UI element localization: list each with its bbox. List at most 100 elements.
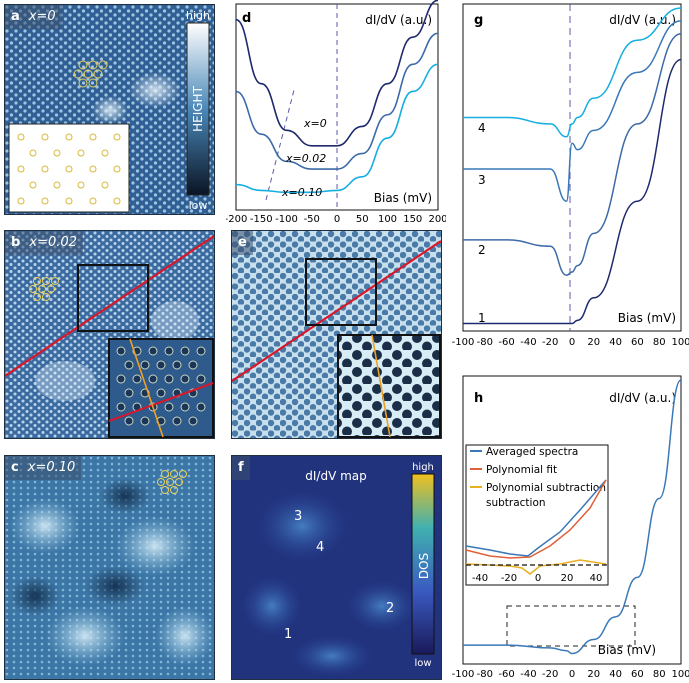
h-x-tick: -80	[477, 669, 493, 680]
curve-label-x010: x=0.10	[281, 186, 322, 199]
h-x-tick: 80	[653, 669, 666, 680]
map-point-1: 1	[284, 627, 292, 642]
spectrum-label-1: 1	[478, 311, 486, 325]
panel-g-letter: g	[474, 13, 483, 28]
orange-guide-line	[129, 338, 164, 438]
spectrum-curve	[462, 20, 682, 202]
zoom-region-box	[506, 605, 636, 647]
h-x-tick: -20	[542, 669, 558, 680]
h-x-tick: -60	[498, 669, 514, 680]
panel-h-letter: h	[474, 391, 483, 406]
averaged-spectrum-curve	[462, 379, 682, 655]
h-inset-x-tick: 0	[535, 573, 541, 584]
curve-label-x0: x=0	[303, 117, 327, 130]
inset-subtraction-curve	[465, 559, 607, 575]
curve-label-x002: x=0.02	[285, 152, 326, 165]
h-x-tick: -40	[520, 669, 536, 680]
panel-d-ylabel: dI/dV (a.u.)	[365, 13, 432, 27]
g-x-tick: -20	[542, 337, 558, 348]
svg-text:subtraction: subtraction	[486, 497, 546, 509]
d-x-tick: -150	[250, 214, 273, 225]
legend-fit: Polynomial fit	[486, 464, 557, 476]
h-inset-x-tick: 40	[590, 573, 603, 584]
topograph-b-image	[5, 231, 214, 438]
d-x-tick: -100	[275, 214, 298, 225]
map-title: dI/dV map	[305, 469, 367, 483]
panel-d-letter: d	[242, 11, 251, 26]
map-point-2: 2	[386, 601, 394, 616]
colorbar-title: HEIGHT	[191, 85, 205, 131]
d-x-tick: -50	[304, 214, 320, 225]
panel-e-badge: e	[232, 231, 253, 255]
panel-a-topograph: high low HEIGHT a x=0	[4, 4, 215, 215]
panel-d-xlabel: Bias (mV)	[374, 191, 432, 205]
panel-f-map: dI/dV map high low DOS 3 4 2 1 f	[231, 455, 442, 680]
zoom-inset-e	[337, 334, 441, 438]
legend-averaged: Averaged spectra	[486, 446, 578, 458]
h-inset-x-tick: -20	[501, 573, 517, 584]
topograph-a-image: high low HEIGHT	[5, 5, 214, 214]
g-x-tick: -40	[520, 337, 536, 348]
topograph-c-image	[5, 456, 214, 679]
spectrum-curve	[463, 7, 682, 138]
h-x-tick: -100	[452, 669, 475, 680]
panel-d-chart: d dI/dV (a.u.) Bias (mV) x=0 x=0.02 x=0.…	[226, 0, 446, 225]
spectrum-label-4: 4	[478, 121, 486, 135]
d-x-tick: 100	[378, 214, 397, 225]
g-x-tick: 40	[609, 337, 622, 348]
g-x-tick: -80	[477, 337, 493, 348]
zoom-box-e	[305, 258, 377, 326]
dos-colorbar	[411, 473, 435, 655]
gap-edge-line	[265, 89, 295, 201]
g-x-tick: -60	[498, 337, 514, 348]
panel-h-ylabel: dI/dV (a.u.)	[609, 391, 676, 405]
domain-boundary-line-e	[232, 240, 441, 382]
didv-map-image: dI/dV map high low DOS 3 4 2 1	[232, 456, 441, 679]
legend-subtraction: Polynomial subtraction	[486, 482, 606, 494]
spectrum-curve	[235, 63, 439, 194]
d-x-tick: 0	[334, 214, 340, 225]
spectrum-label-3: 3	[478, 173, 486, 187]
spectrum-curve	[463, 58, 682, 325]
d-x-tick: 150	[403, 214, 422, 225]
d-x-tick: -200	[226, 214, 247, 225]
g-x-tick: 60	[631, 337, 644, 348]
domain-boundary-line	[5, 235, 214, 377]
h-inset-x-tick: -40	[472, 573, 488, 584]
d-x-tick: 50	[356, 214, 369, 225]
spectrum-curve	[235, 32, 439, 170]
map-point-3: 3	[294, 509, 302, 524]
inset-averaged-curve	[465, 479, 607, 557]
h-x-tick: 60	[631, 669, 644, 680]
colorbar-high-label: high	[186, 9, 210, 22]
colorbar-low-label: low	[189, 199, 208, 212]
panel-h-xlabel: Bias (mV)	[598, 643, 656, 657]
inset-fit-curve	[465, 479, 607, 559]
panel-f-badge: f	[232, 456, 250, 480]
panel-c-topograph: c x=0.10	[4, 455, 215, 680]
filtered-lattice-image	[232, 231, 441, 438]
h-inset-x-tick: 20	[561, 573, 574, 584]
panel-g-chart: g dI/dV (a.u.) Bias (mV) 4 3 2 1 -100 -80…	[452, 3, 689, 348]
panel-b-topograph: b x=0.02	[4, 230, 215, 439]
g-x-tick: 0	[569, 337, 575, 348]
spectrum-curve	[235, 0, 439, 147]
panel-c-badge: c x=0.10	[5, 456, 82, 480]
d-x-tick: 200	[428, 214, 446, 225]
panel-e-fft-image: e	[231, 230, 442, 439]
panel-g-xlabel: Bias (mV)	[618, 311, 676, 325]
g-x-tick: 20	[587, 337, 600, 348]
spectrum-curve	[463, 33, 682, 277]
zoom-box	[77, 264, 149, 332]
spectrum-label-2: 2	[478, 243, 486, 257]
dos-high-label: high	[412, 462, 434, 473]
panel-g-frame	[462, 3, 682, 332]
panel-a-badge: a x=0	[5, 5, 62, 29]
dos-low-label: low	[414, 658, 431, 669]
h-x-tick: 0	[569, 669, 575, 680]
g-x-tick: -100	[452, 337, 475, 348]
dos-title: DOS	[417, 553, 431, 579]
panel-h-chart: h dI/dV (a.u.) Bias (mV) Averaged spectr…	[452, 375, 689, 680]
lattice-inset	[8, 123, 130, 213]
g-x-tick: 100	[671, 337, 689, 348]
